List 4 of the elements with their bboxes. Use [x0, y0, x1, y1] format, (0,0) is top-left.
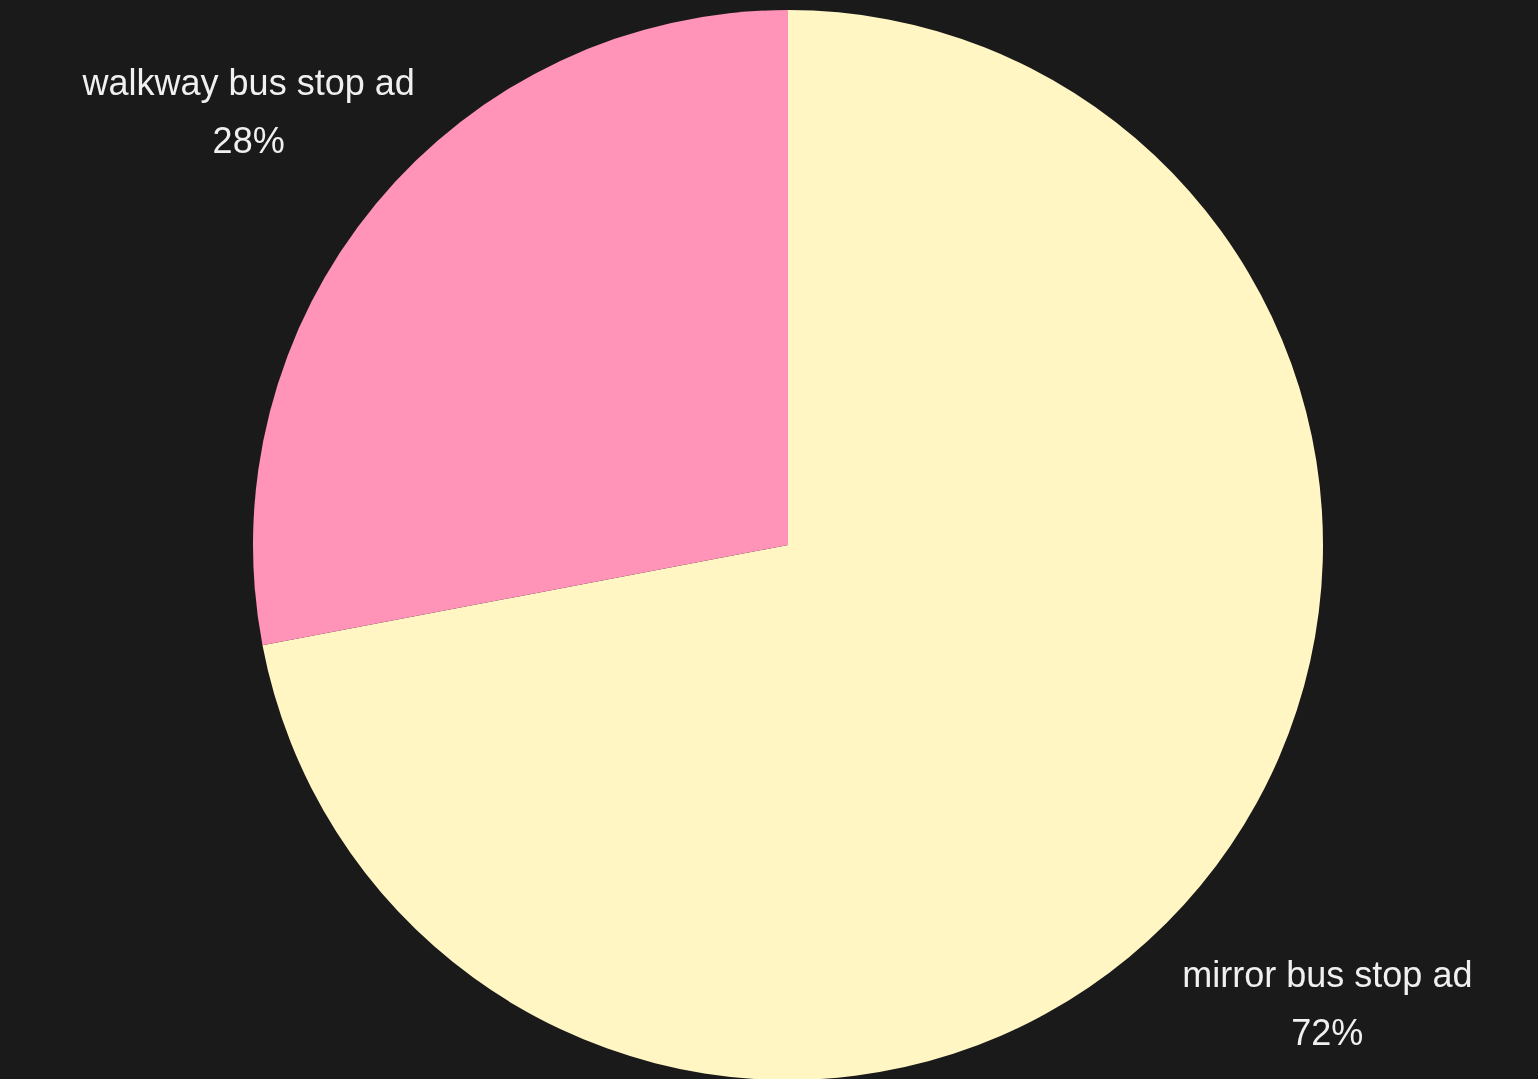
data-label: 28%	[212, 119, 285, 161]
data-label: 72%	[1291, 1012, 1364, 1054]
slice-label: mirror bus stop ad	[1182, 954, 1473, 996]
slice-label: walkway bus stop ad	[81, 61, 415, 103]
